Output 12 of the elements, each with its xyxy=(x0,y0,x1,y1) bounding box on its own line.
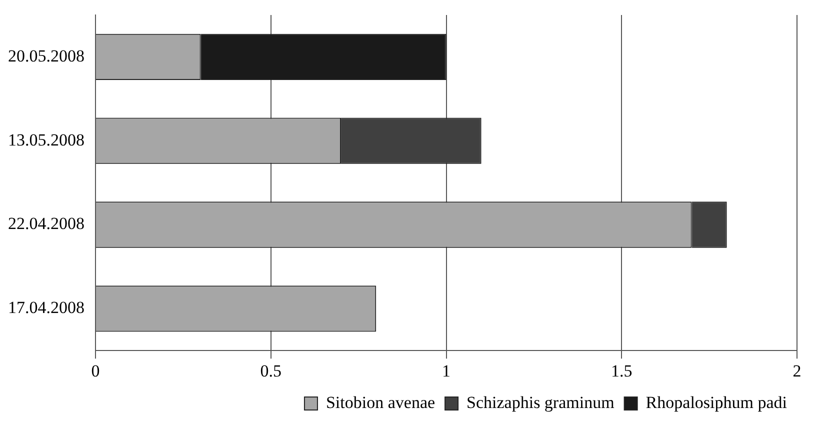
legend-label: Schizaphis graminum xyxy=(466,392,614,412)
x-tick-label: 0 xyxy=(91,361,100,380)
x-tick-label: 2 xyxy=(792,361,802,380)
x-tick-label: 1 xyxy=(442,361,450,380)
legend-label: Sitobion avenae xyxy=(326,392,436,412)
y-tick-label: 13.05.2008 xyxy=(8,130,84,150)
y-tick-label: 22.04.2008 xyxy=(8,214,84,234)
legend-label: Rhopalosiphum padi xyxy=(646,392,788,412)
x-tick-label: 0.5 xyxy=(260,361,282,380)
x-tick-label: 1.5 xyxy=(611,361,632,380)
y-tick-label: 20.05.2008 xyxy=(8,46,84,66)
y-tick-label: 17.04.2008 xyxy=(8,298,84,318)
